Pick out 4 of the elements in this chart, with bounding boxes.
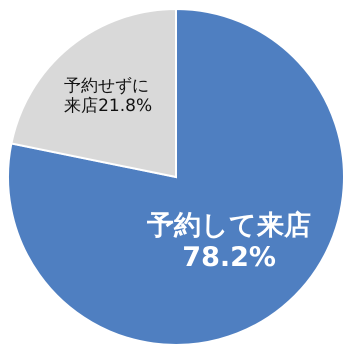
slice-label: 予約して来店: [147, 210, 312, 241]
data-label: 78.2%: [182, 242, 276, 273]
slice-label: 予約せずに来店21.8%: [64, 76, 154, 117]
pie-slice: [7, 8, 345, 346]
